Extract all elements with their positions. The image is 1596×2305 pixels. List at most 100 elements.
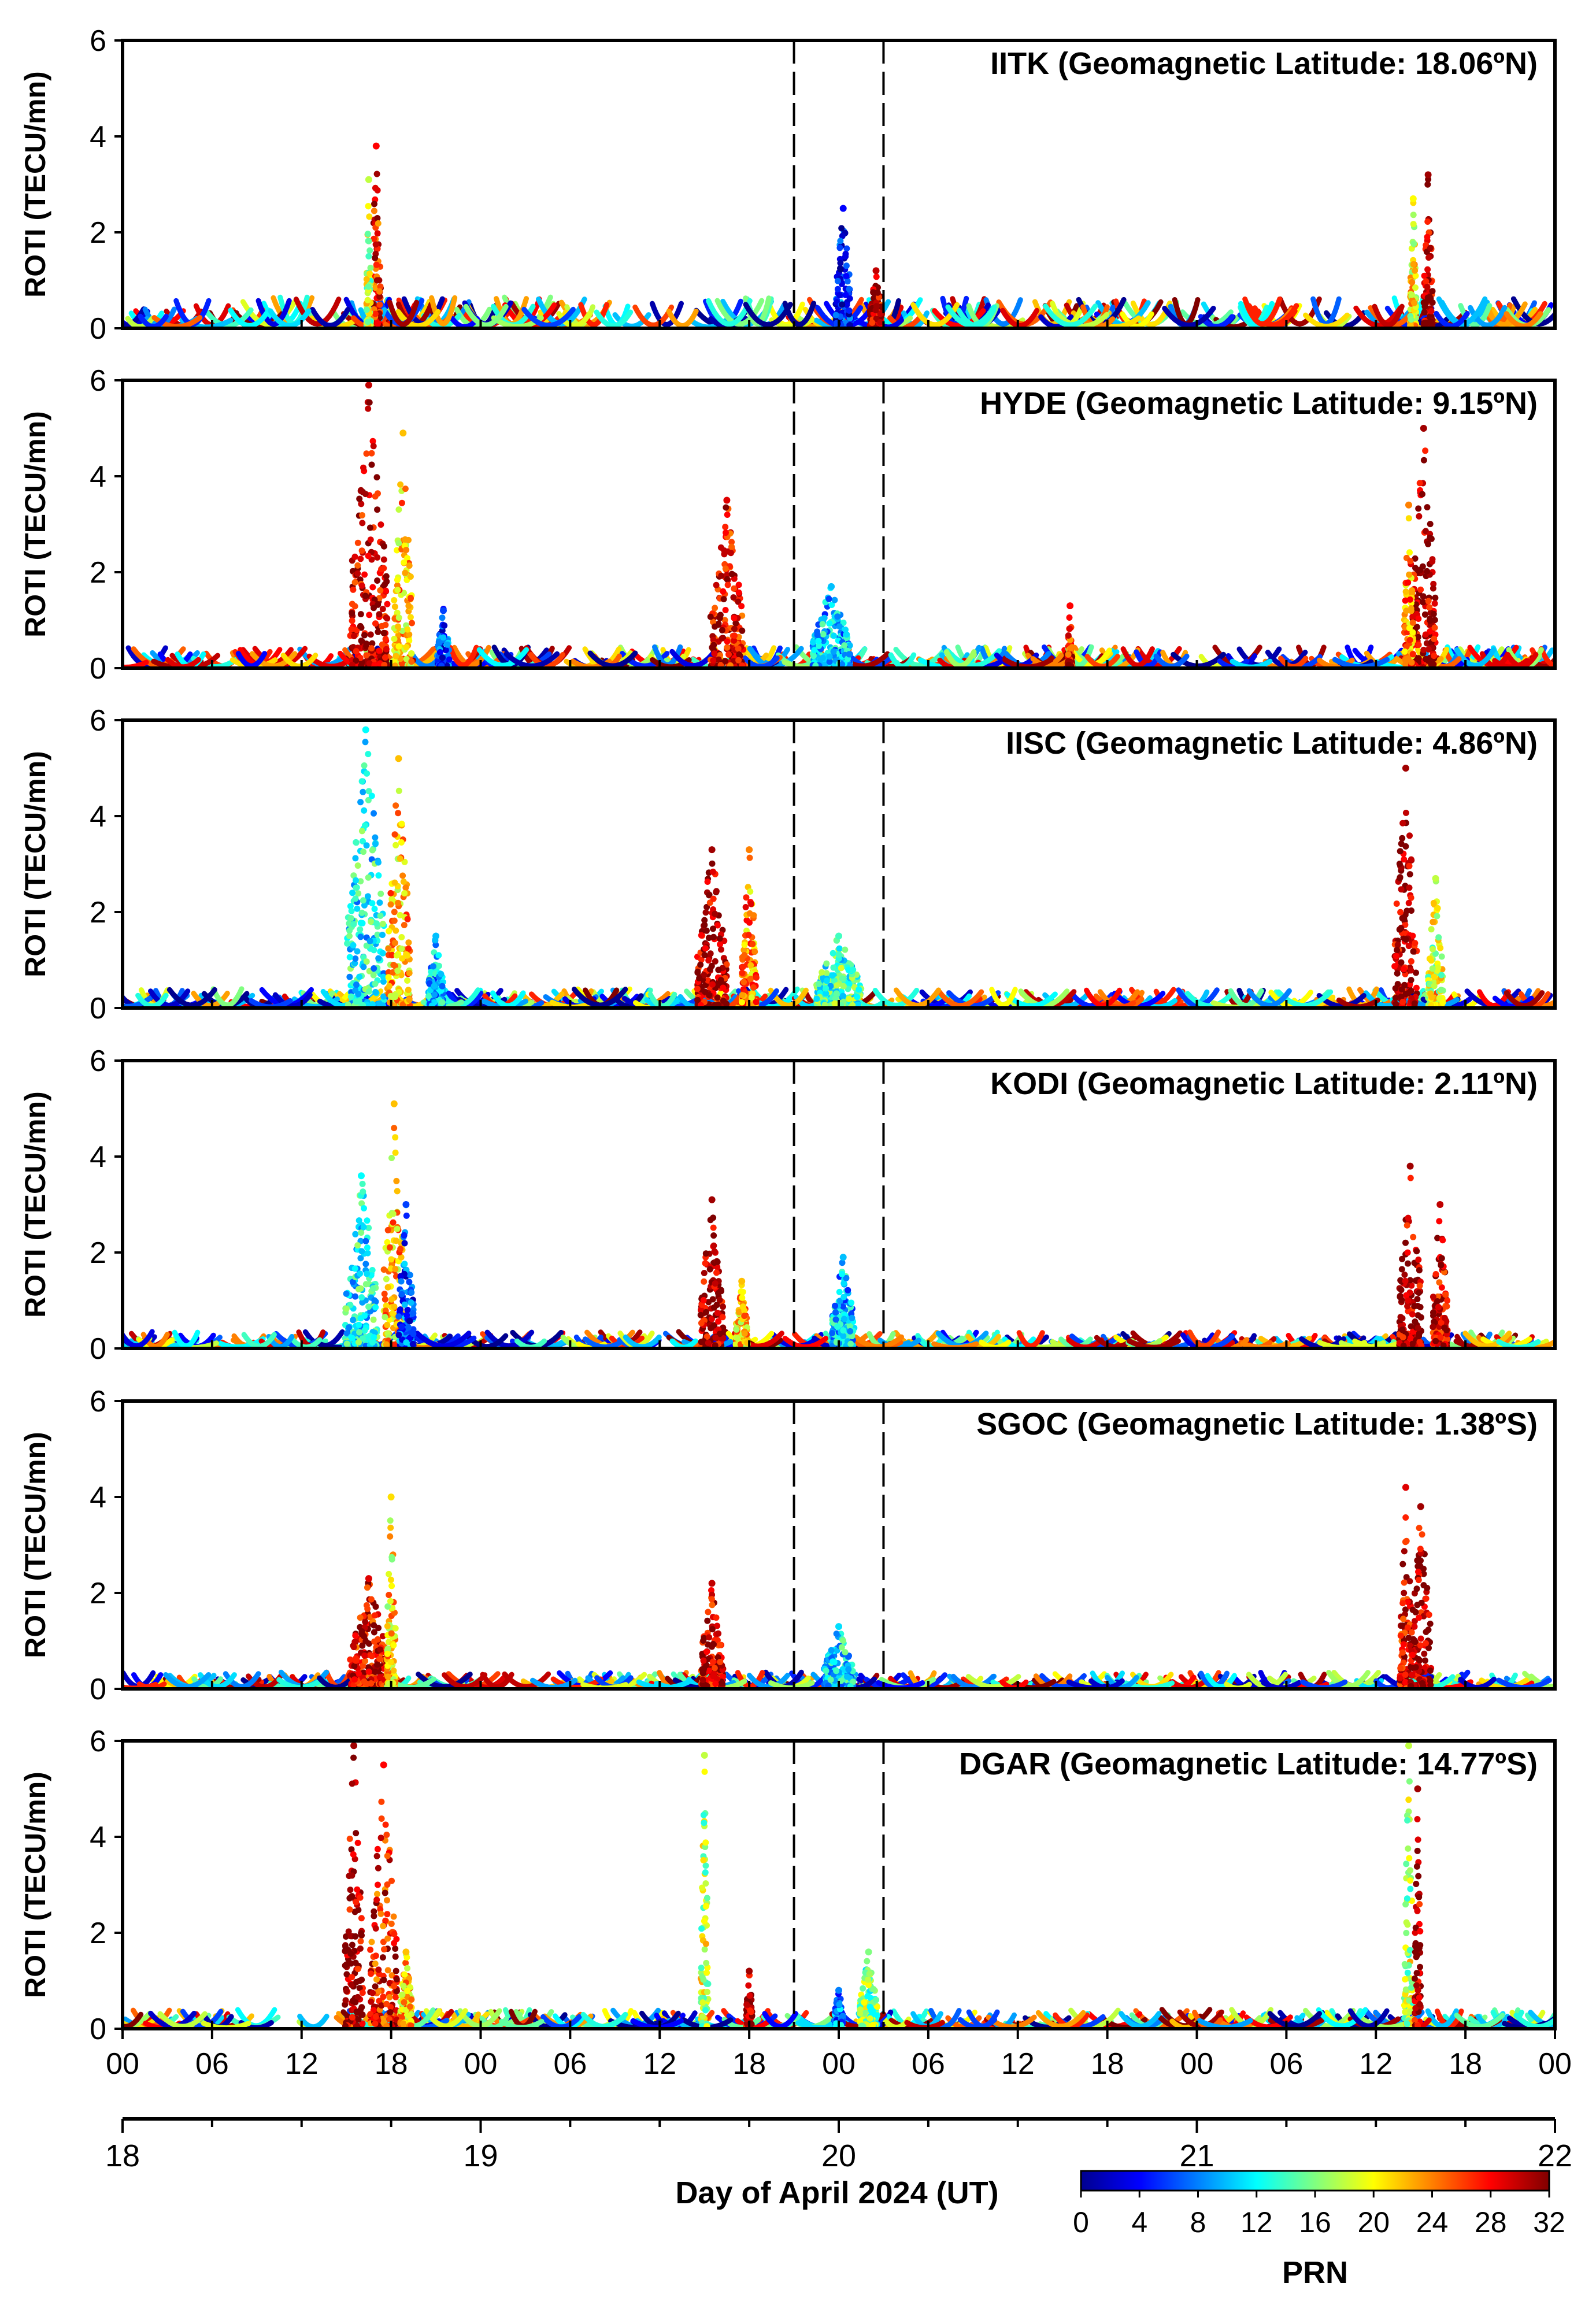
roti-point [380, 978, 387, 985]
baseline-arc [1185, 991, 1235, 1008]
roti-point [363, 450, 370, 457]
roti-point [379, 950, 386, 957]
roti-point [360, 464, 366, 471]
roti-point [702, 1260, 709, 1267]
roti-point [723, 504, 730, 511]
roti-point [730, 658, 737, 665]
roti-point [380, 556, 387, 563]
roti-point [395, 623, 401, 630]
roti-point [1442, 1291, 1449, 1298]
roti-point [1431, 635, 1438, 642]
roti-point [439, 983, 446, 990]
roti-point [1416, 513, 1423, 520]
roti-point [839, 975, 846, 982]
roti-point [394, 968, 401, 974]
roti-point [823, 977, 830, 984]
roti-point [730, 594, 737, 601]
roti-point [1434, 913, 1441, 920]
roti-point [401, 1232, 408, 1239]
roti-point [697, 961, 704, 968]
roti-point [1407, 1174, 1414, 1181]
roti-point [370, 1316, 377, 1323]
roti-point [706, 1266, 713, 1273]
roti-point [377, 283, 384, 290]
roti-point [719, 635, 725, 642]
roti-point [840, 1315, 847, 1322]
baseline-arc [768, 987, 809, 1008]
roti-point [739, 992, 746, 999]
baseline-arc [138, 313, 169, 328]
roti-point [357, 799, 364, 806]
roti-point [377, 587, 384, 594]
roti-point [849, 1314, 856, 1321]
roti-point [1439, 1237, 1446, 1244]
roti-point [840, 1294, 847, 1300]
roti-point [357, 611, 364, 618]
baseline-arc [936, 989, 984, 1008]
roti-point [363, 306, 370, 313]
roti-point [701, 1278, 708, 1285]
roti-point [819, 654, 826, 661]
roti-point [359, 920, 366, 927]
baseline-arc [1276, 989, 1334, 1008]
roti-point [410, 1331, 417, 1337]
roti-point [365, 253, 372, 260]
baseline-arc [943, 649, 977, 668]
roti-point [364, 1606, 371, 1613]
baseline-arc [632, 304, 675, 328]
baseline-arc [872, 988, 920, 1008]
roti-point [1411, 1303, 1418, 1310]
roti-point [388, 1256, 395, 1263]
roti-point [375, 320, 382, 327]
roti-point [1416, 1333, 1423, 1340]
roti-point [1425, 540, 1431, 547]
roti-point [740, 979, 747, 985]
roti-point [357, 1315, 364, 1322]
roti-peak-point [708, 1196, 716, 1203]
roti-point [846, 642, 853, 649]
roti-point [364, 297, 371, 303]
roti-point [431, 991, 438, 998]
roti-point [1408, 967, 1414, 974]
roti-point [343, 1340, 350, 1347]
roti-point [369, 900, 376, 907]
roti-point [1434, 905, 1441, 911]
roti-point [854, 994, 861, 1000]
roti-point [1403, 1292, 1410, 1299]
roti-point [739, 627, 746, 634]
roti-point [376, 611, 383, 618]
roti-point [368, 450, 375, 457]
roti-point [410, 1310, 417, 1317]
roti-point [371, 207, 377, 214]
roti-point [392, 1134, 399, 1141]
roti-point [1397, 848, 1404, 855]
roti-point [722, 565, 729, 572]
roti-point [722, 524, 729, 531]
roti-point [1412, 267, 1419, 274]
roti-point [398, 946, 405, 952]
roti-point [444, 641, 451, 648]
roti-point [356, 973, 363, 980]
roti-point [716, 614, 723, 621]
roti-point [363, 652, 370, 659]
baseline-arc [465, 1333, 509, 1348]
roti-point [362, 739, 369, 746]
roti-point [1424, 266, 1431, 273]
roti-point [349, 601, 356, 607]
roti-point [343, 1330, 350, 1337]
roti-point [350, 586, 357, 593]
roti-point [843, 262, 850, 269]
baseline-arc [1504, 990, 1545, 1008]
roti-point [724, 576, 731, 583]
roti-peak-point [390, 1100, 398, 1107]
roti-point [703, 903, 710, 910]
roti-point [368, 461, 375, 468]
roti-point [369, 847, 376, 854]
roti-point [350, 1317, 357, 1324]
roti-point [391, 909, 398, 916]
roti-point [1401, 648, 1408, 655]
roti-point [836, 945, 843, 952]
roti-point [348, 626, 355, 633]
roti-point [426, 980, 433, 987]
roti-point [1394, 981, 1401, 988]
